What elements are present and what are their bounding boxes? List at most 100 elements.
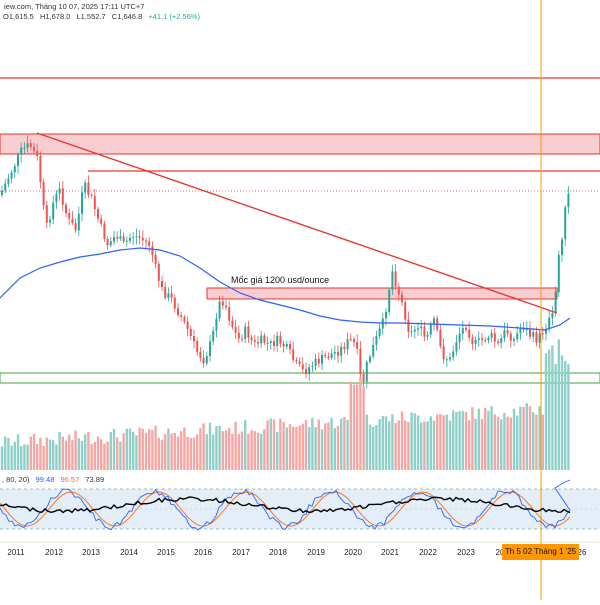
candle-body xyxy=(289,343,291,350)
volume-bar xyxy=(135,435,138,470)
volume-bar xyxy=(196,434,199,470)
volume-bar xyxy=(141,428,144,470)
candle-body xyxy=(36,151,39,156)
volume-bar xyxy=(228,428,231,470)
candle-body xyxy=(487,337,490,341)
volume-bar xyxy=(199,428,202,470)
candle-body xyxy=(561,239,563,255)
volume-bar xyxy=(538,406,541,470)
volume-bar xyxy=(288,424,292,470)
volume-bar xyxy=(343,416,346,470)
volume-bar xyxy=(68,434,71,470)
x-axis-label: 2017 xyxy=(232,548,250,557)
candle-body xyxy=(49,219,51,223)
volume-bar xyxy=(221,431,224,470)
volume-bar xyxy=(346,419,349,470)
candle-body xyxy=(279,335,282,344)
candle-body xyxy=(273,341,275,346)
volume-bar xyxy=(535,414,538,470)
candle-body xyxy=(234,327,237,333)
candle-body xyxy=(321,355,323,364)
x-axis-label: 20 xyxy=(495,548,505,557)
candle-body xyxy=(74,223,77,231)
candle-body xyxy=(369,356,371,362)
volume-bar xyxy=(551,345,554,470)
candle-body xyxy=(154,255,157,264)
candle-body xyxy=(215,318,218,331)
volume-bar xyxy=(458,410,461,470)
volume-bar xyxy=(368,424,372,470)
candle-body xyxy=(461,327,464,334)
candle-body xyxy=(388,289,391,312)
volume-bar xyxy=(416,415,420,470)
volume-bar xyxy=(39,437,42,470)
candle-body xyxy=(68,213,71,219)
ohlc-low: L1,552.7 xyxy=(76,12,106,21)
candle-body xyxy=(356,342,359,349)
volume-bar xyxy=(192,437,196,470)
volume-bar xyxy=(160,439,164,470)
volume-bar xyxy=(461,410,464,470)
candle-body xyxy=(413,329,416,332)
volume-bar xyxy=(247,433,250,470)
candle-body xyxy=(132,237,135,239)
candle-body xyxy=(506,330,509,334)
volume-bar xyxy=(125,428,128,470)
moving-average-line xyxy=(0,247,571,331)
volume-bar xyxy=(128,428,132,470)
candle-body xyxy=(26,143,29,148)
osc-value-2: 96.57 xyxy=(60,475,80,484)
candle-body xyxy=(513,339,515,341)
candle-body xyxy=(551,312,554,318)
support-zone xyxy=(0,372,600,384)
volume-bar xyxy=(119,441,122,470)
candle-body xyxy=(58,188,61,194)
candle-body xyxy=(161,280,163,288)
volume-bar xyxy=(362,386,365,470)
candle-body xyxy=(209,341,211,357)
volume-bar xyxy=(503,412,506,470)
candle-body xyxy=(407,319,410,332)
volume-bar xyxy=(20,445,23,470)
candle-body xyxy=(397,286,400,295)
candle-body xyxy=(77,213,80,231)
volume-bar xyxy=(567,364,570,470)
candle-body xyxy=(292,349,295,361)
osc-params: , 80, 20) xyxy=(2,475,30,484)
oscillator-fast-line xyxy=(0,479,571,531)
ohlc-change: +41.1 (+2.56%) xyxy=(148,12,201,21)
volume-bar xyxy=(48,439,52,470)
candle-body xyxy=(186,321,189,329)
candle-body xyxy=(52,202,55,220)
price-annotation: Mốc giá 1200 usd/ounce xyxy=(231,275,330,285)
volume-bar xyxy=(269,418,272,470)
candle-body xyxy=(129,237,131,241)
volume-bar xyxy=(45,437,48,470)
volume-bar xyxy=(263,429,266,470)
price-band-1200 xyxy=(206,287,558,300)
candle-body xyxy=(20,147,23,155)
volume-bar xyxy=(404,420,407,470)
volume-bar xyxy=(148,429,151,470)
volume-bar xyxy=(301,423,304,470)
volume-bar xyxy=(340,418,343,470)
candle-body xyxy=(372,344,375,357)
descending-trendline xyxy=(36,132,558,314)
candle-body xyxy=(529,328,531,337)
candle-body xyxy=(493,333,496,342)
volume-bar xyxy=(122,433,125,470)
volume-bar xyxy=(61,436,64,470)
candle-body xyxy=(458,333,461,343)
volume-bar xyxy=(282,421,285,470)
candle-body xyxy=(385,311,387,319)
candle-body xyxy=(545,328,547,334)
volume-bar xyxy=(202,423,205,470)
x-axis-label: 2019 xyxy=(307,548,325,557)
candle-body xyxy=(7,178,10,184)
volume-bar xyxy=(509,417,512,470)
candle-body xyxy=(305,369,307,375)
candle-body xyxy=(221,301,224,306)
candle-body xyxy=(375,336,378,345)
